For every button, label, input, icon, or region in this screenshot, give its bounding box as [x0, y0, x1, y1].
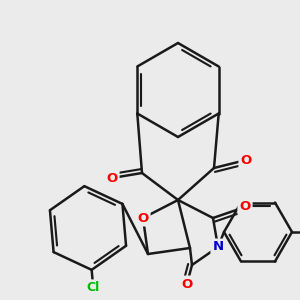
Text: Cl: Cl: [87, 281, 100, 294]
Text: O: O: [106, 172, 118, 184]
Text: O: O: [240, 154, 252, 166]
Text: O: O: [182, 278, 193, 290]
Text: O: O: [239, 200, 250, 214]
Text: N: N: [212, 241, 224, 254]
Text: O: O: [137, 212, 148, 224]
